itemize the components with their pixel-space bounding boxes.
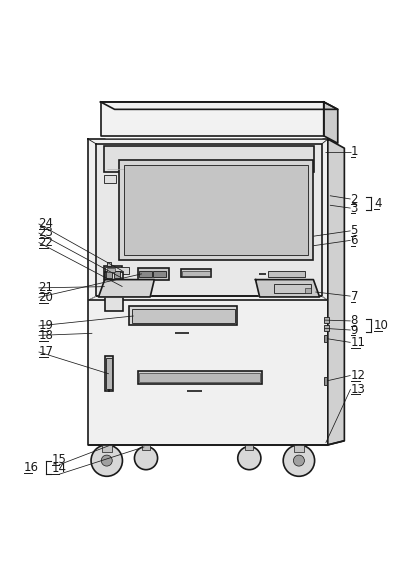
Bar bbox=[138, 268, 169, 280]
Circle shape bbox=[238, 447, 261, 470]
Bar bbox=[154, 270, 166, 277]
Polygon shape bbox=[255, 280, 319, 297]
Bar bbox=[131, 308, 235, 323]
Bar bbox=[142, 445, 150, 450]
Text: 9: 9 bbox=[351, 324, 358, 336]
Polygon shape bbox=[88, 139, 328, 445]
Text: 16: 16 bbox=[24, 461, 39, 474]
Bar bbox=[114, 271, 120, 279]
Bar bbox=[107, 262, 111, 266]
Text: 11: 11 bbox=[351, 336, 366, 349]
Bar bbox=[106, 358, 112, 389]
Bar bbox=[138, 371, 262, 384]
Text: 20: 20 bbox=[39, 291, 53, 304]
Text: ∞: ∞ bbox=[193, 170, 199, 179]
Bar bbox=[305, 288, 311, 293]
Text: 2: 2 bbox=[351, 193, 358, 206]
Bar bbox=[139, 270, 152, 277]
Bar bbox=[268, 279, 305, 286]
Bar bbox=[182, 271, 210, 276]
Bar bbox=[124, 165, 308, 255]
Bar bbox=[104, 175, 116, 183]
Circle shape bbox=[283, 445, 314, 477]
Text: 17: 17 bbox=[39, 345, 54, 359]
Polygon shape bbox=[328, 139, 344, 445]
Text: 24: 24 bbox=[39, 217, 54, 230]
Bar bbox=[105, 272, 123, 311]
Text: 8: 8 bbox=[351, 314, 358, 328]
Polygon shape bbox=[99, 280, 154, 297]
Polygon shape bbox=[101, 102, 324, 136]
Bar bbox=[104, 266, 122, 291]
Bar bbox=[139, 373, 260, 382]
Text: 13: 13 bbox=[351, 383, 365, 395]
Text: 12: 12 bbox=[351, 369, 366, 382]
Polygon shape bbox=[324, 102, 338, 143]
Bar bbox=[274, 284, 311, 293]
Text: 15: 15 bbox=[52, 453, 67, 466]
Text: 14: 14 bbox=[52, 463, 67, 475]
Text: 21: 21 bbox=[39, 281, 54, 294]
Bar bbox=[324, 325, 329, 331]
Bar bbox=[268, 271, 305, 277]
Bar bbox=[245, 445, 253, 450]
Text: 1: 1 bbox=[351, 145, 358, 158]
Bar bbox=[104, 146, 314, 172]
Text: 18: 18 bbox=[39, 329, 53, 342]
Bar bbox=[107, 268, 115, 272]
Bar bbox=[324, 317, 329, 323]
Text: 3: 3 bbox=[351, 201, 358, 214]
Bar bbox=[106, 271, 112, 279]
Bar bbox=[102, 445, 112, 453]
Bar bbox=[294, 445, 304, 453]
Bar bbox=[129, 307, 237, 325]
Text: 10: 10 bbox=[374, 319, 389, 332]
Bar bbox=[179, 170, 212, 179]
Text: 7: 7 bbox=[351, 290, 358, 303]
Circle shape bbox=[91, 445, 122, 477]
Polygon shape bbox=[101, 102, 338, 109]
Circle shape bbox=[134, 447, 158, 470]
Text: 19: 19 bbox=[39, 319, 54, 332]
Bar bbox=[324, 335, 327, 342]
Text: 6: 6 bbox=[351, 234, 358, 247]
Bar bbox=[324, 377, 327, 385]
Text: 23: 23 bbox=[39, 227, 53, 239]
Bar bbox=[119, 160, 313, 260]
Text: 22: 22 bbox=[39, 236, 54, 249]
Circle shape bbox=[101, 455, 112, 466]
Polygon shape bbox=[97, 144, 322, 296]
Circle shape bbox=[293, 455, 305, 466]
Text: 4: 4 bbox=[374, 197, 381, 210]
Bar bbox=[181, 269, 211, 277]
Bar bbox=[105, 356, 113, 391]
Bar bbox=[105, 267, 129, 274]
Text: 5: 5 bbox=[351, 224, 358, 237]
